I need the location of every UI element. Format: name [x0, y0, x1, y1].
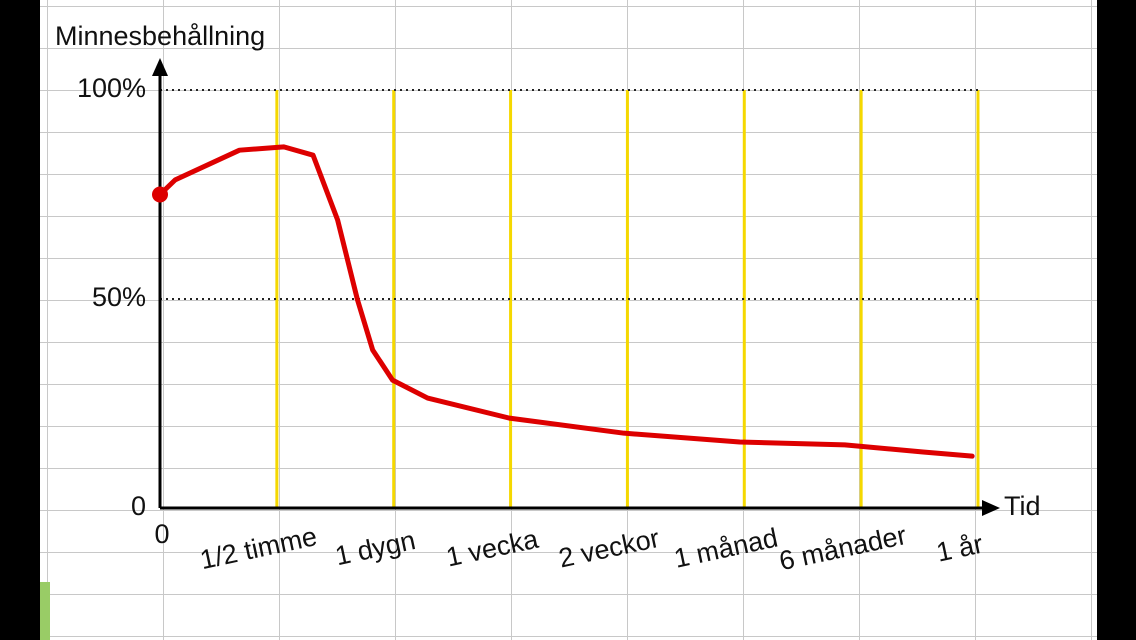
y-tick-label: 100% — [77, 73, 146, 103]
x-axis-label: Tid — [1004, 491, 1041, 521]
data-line — [157, 144, 975, 459]
y-axis-arrow — [152, 58, 168, 76]
x-tick-label: 0 — [154, 519, 169, 549]
y-tick-label: 0 — [131, 491, 146, 521]
start-point — [152, 186, 168, 203]
y-tick-label: 50% — [92, 282, 146, 312]
edge-strip — [40, 582, 50, 640]
y-axis-label: Minnesbehållning — [55, 21, 265, 51]
background-grid — [40, 0, 1097, 640]
x-axis-arrow — [982, 500, 1000, 516]
